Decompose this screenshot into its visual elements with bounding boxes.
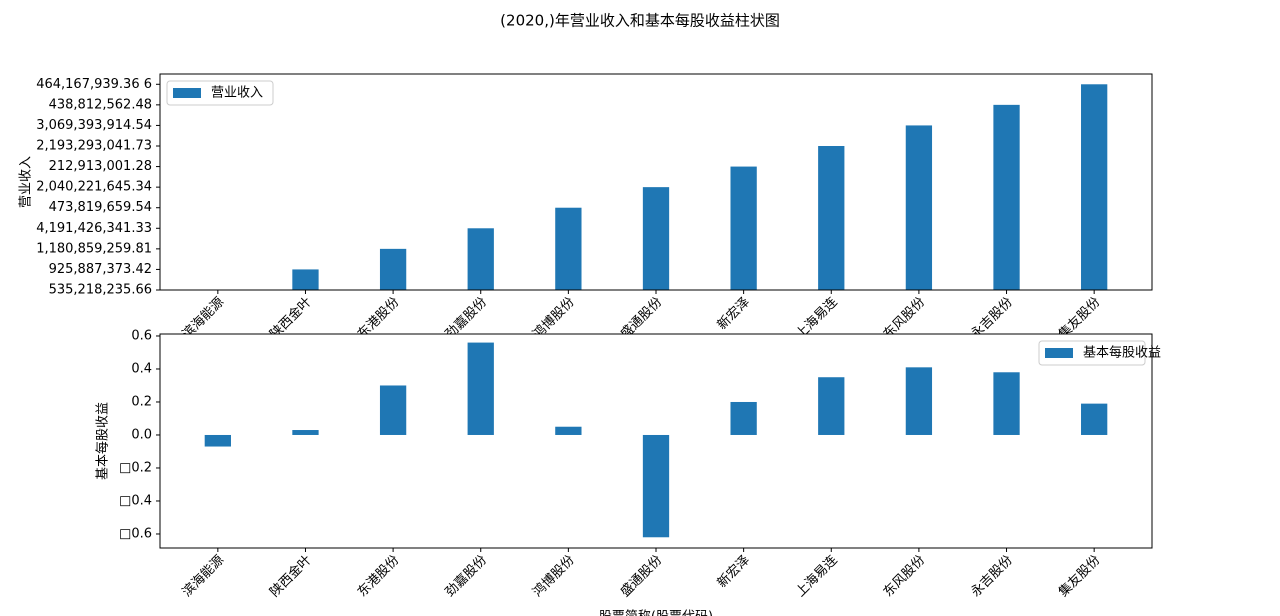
x-axis-label: 股票简称(股票代码)	[599, 609, 713, 616]
bar	[204, 434, 231, 447]
y-tick-label: 438,812,562.48	[49, 97, 152, 112]
y-tick-label: 473,819,659.54	[49, 200, 152, 215]
y-tick-label: □0.6	[119, 526, 152, 541]
y-tick-label: 0.6	[131, 328, 152, 343]
bar	[730, 401, 757, 435]
bar	[993, 372, 1020, 435]
y-tick-label: 4,191,426,341.33	[36, 221, 152, 236]
legend-label: 基本每股收益	[1083, 345, 1161, 361]
bar	[467, 228, 494, 290]
x-tick-label: 新宏泽	[714, 552, 753, 591]
y-tick-label: 0.0	[131, 427, 152, 442]
bar	[379, 385, 407, 435]
x-tick-label: 东风股份	[881, 553, 928, 600]
bar	[555, 426, 582, 435]
x-tick-label: 东港股份	[355, 553, 402, 600]
y-tick-label: 3,069,393,914.54	[36, 118, 152, 133]
bar	[730, 166, 757, 290]
figure-title: (2020,)年营业收入和基本每股收益柱状图	[500, 12, 780, 30]
axes: □0.6 □0.4 □0.2 0.0 0.2 0.4 0.6 滨海能源 陕西金叶 东港股份 劲嘉股份…	[95, 328, 1162, 616]
y-tick-label: 464,167,939.36 6	[36, 77, 152, 92]
x-tick-label: 新宏泽	[714, 294, 753, 333]
y-tick-label: 925,887,373.42	[49, 262, 152, 277]
x-tick-label: 上海易连	[792, 552, 840, 600]
legend-label: 营业收入	[211, 86, 263, 101]
x-tick-label: 集友股份	[1055, 552, 1103, 600]
bar	[379, 248, 407, 290]
x-tick-label: 永吉股份	[968, 553, 1015, 600]
bar	[642, 434, 670, 538]
x-tick-label: 滨海能源	[179, 552, 227, 600]
bar	[292, 269, 319, 290]
legend-swatch	[173, 88, 201, 98]
bar	[905, 367, 933, 435]
y-tick-label: 535,218,235.66	[49, 283, 152, 298]
x-tick-label: 鸿博股份	[530, 552, 578, 600]
bar	[818, 146, 845, 290]
bar	[467, 342, 494, 435]
y-tick-label: 2,193,293,041.73	[36, 139, 152, 154]
bar	[642, 187, 670, 290]
y-tick-label: 1,180,859,259.81	[36, 241, 152, 256]
y-tick-label: 0.2	[131, 394, 152, 409]
y-tick-label: 2,040,221,645.34	[36, 180, 152, 195]
bar	[818, 377, 845, 435]
legend-swatch	[1045, 348, 1073, 358]
y-tick-label: □0.4	[119, 493, 152, 508]
x-tick-label: 陕西金叶	[267, 552, 315, 600]
y-tick-label: 0.4	[131, 361, 152, 376]
bar	[1081, 84, 1108, 291]
bar	[1081, 403, 1108, 435]
legend-box	[166, 80, 274, 106]
bar	[993, 104, 1020, 290]
axes: 535,218,235.66 925,887,373.42 1,180,859,25…	[19, 73, 1153, 342]
bar	[292, 430, 319, 435]
x-tick-label: 劲嘉股份	[443, 553, 490, 600]
y-axis-label: 基本每股收益	[95, 402, 111, 480]
y-tick-label: 212,913,001.28	[49, 159, 152, 174]
bar	[905, 125, 933, 290]
y-tick-label: □0.2	[119, 460, 152, 475]
y-axis-label: 营业收入	[19, 156, 34, 208]
x-tick-label: 盛通股份	[618, 553, 665, 600]
legend-box	[1038, 340, 1146, 366]
bar	[555, 207, 582, 290]
